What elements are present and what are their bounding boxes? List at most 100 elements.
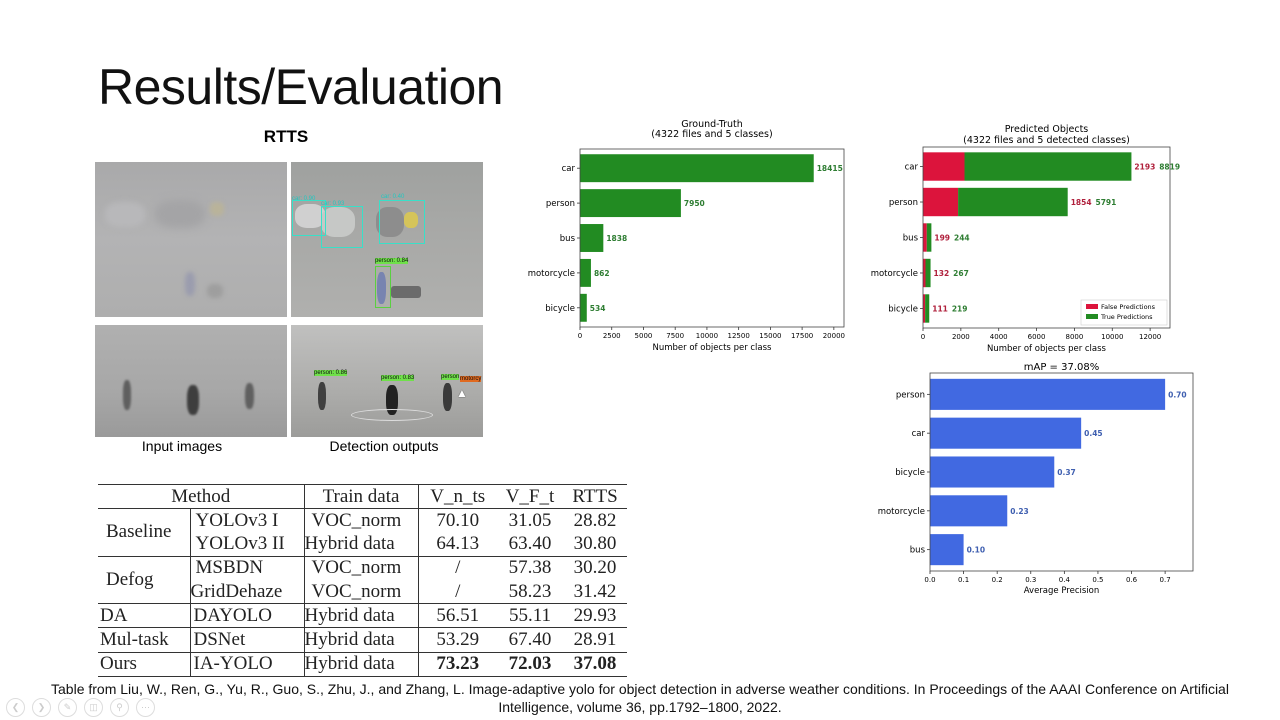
table-row: YOLOv3 II Hybrid data 64.13 63.40 30.80 xyxy=(98,532,627,557)
value-label: 0.23 xyxy=(1010,507,1029,516)
chart-subtitle: (4322 files and 5 detected classes) xyxy=(963,135,1130,146)
v-n-ts-cell: / xyxy=(418,579,497,605)
dataset-label: RTTS xyxy=(263,127,309,146)
value-label: 0.70 xyxy=(1168,390,1187,399)
header-method: Method xyxy=(98,484,305,509)
x-tick-label: 0.3 xyxy=(1025,576,1036,584)
model-cell: YOLOv3 II xyxy=(190,532,305,557)
x-tick-label: 10000 xyxy=(1101,333,1123,341)
v-f-t-cell: 72.03 xyxy=(497,652,563,678)
x-tick-label: 17500 xyxy=(791,332,813,340)
rtts-cell: 28.91 xyxy=(563,627,627,653)
v-n-ts-cell: 64.13 xyxy=(418,532,497,557)
bar-bicycle xyxy=(930,456,1055,488)
detection-label: person: 0.84 xyxy=(375,258,409,264)
chart-2: mAP = 37.08% 0.70 person 0.45 car 0.37 bicycle… xyxy=(878,362,1194,596)
slides-icon[interactable]: ◫ xyxy=(84,698,103,717)
zoom-icon[interactable]: ⚲ xyxy=(110,698,129,717)
detection-label: car: 0.93 xyxy=(321,201,345,207)
table-header-row: Method Train data V_n_ts V_F_t RTTS xyxy=(98,484,627,509)
plot-frame xyxy=(929,372,1194,572)
detection-outputs-caption: Detection outputs xyxy=(329,438,439,454)
bar-false-predictions-person xyxy=(923,187,959,217)
value-label: 111 xyxy=(932,304,948,313)
v-n-ts-cell: 73.23 xyxy=(418,652,497,678)
detection-label: car: 0.40 xyxy=(381,194,405,200)
detection-label: person xyxy=(441,374,460,380)
chart-title: Predicted Objects xyxy=(1005,124,1089,135)
bar-person xyxy=(930,378,1166,410)
value-label: 0.10 xyxy=(967,546,986,555)
x-axis-label: Average Precision xyxy=(1024,586,1100,596)
value-label: 8819 xyxy=(1159,163,1180,172)
value-label: 1854 xyxy=(1071,198,1092,207)
rtts-cell: 37.08 xyxy=(563,652,627,678)
model-cell: GridDehaze xyxy=(190,579,305,605)
bar-car xyxy=(580,154,814,183)
value-label: 219 xyxy=(952,304,968,313)
header-v-f-t: V_F_t xyxy=(497,484,563,509)
v-f-t-cell: 57.38 xyxy=(508,557,552,579)
category-label: car xyxy=(905,163,919,173)
rtts-cell: 30.20 xyxy=(573,557,617,579)
bar-motorcycle xyxy=(580,258,591,287)
group-cell: Baseline xyxy=(98,508,191,557)
x-tick-label: 0 xyxy=(921,333,925,341)
legend-box xyxy=(1080,299,1168,326)
bar-bus xyxy=(580,224,604,252)
v-n-ts-cell: 53.29 xyxy=(418,627,497,653)
bar-true-predictions-bus xyxy=(926,223,932,252)
x-tick-label: 0.4 xyxy=(1059,576,1071,584)
category-label: motorcycle xyxy=(528,269,575,279)
model-cell: IA-YOLO xyxy=(190,652,305,678)
value-label: 18415 xyxy=(817,164,843,173)
results-table: Method Train data V_n_ts V_F_t RTTS Base… xyxy=(98,484,627,678)
value-label: 862 xyxy=(594,269,610,278)
plot-frame xyxy=(579,148,845,328)
slide-title: Results/Evaluation xyxy=(98,59,504,115)
category-label: person xyxy=(889,198,918,208)
x-tick-label: 0.0 xyxy=(924,576,935,584)
input-image-street xyxy=(95,162,287,317)
group-cell: DA xyxy=(98,603,191,629)
x-tick-label: 0.2 xyxy=(992,576,1003,584)
x-tick-label: 2500 xyxy=(603,332,621,340)
chart-title: mAP = 37.08% xyxy=(1024,362,1099,373)
detection-image-square: person: 0.86 person: 0.83 person motorcy… xyxy=(291,325,483,437)
bar-true-predictions-car xyxy=(964,152,1132,181)
v-f-t-cell: 63.40 xyxy=(497,532,563,557)
more-icon[interactable]: ⋯ xyxy=(136,698,155,717)
x-tick-label: 15000 xyxy=(759,332,781,340)
previous-icon[interactable]: ❮ xyxy=(6,698,25,717)
bar-false-predictions-motorcycle xyxy=(923,258,926,288)
x-tick-label: 0 xyxy=(578,332,582,340)
train-cell: Hybrid data xyxy=(304,627,419,653)
bar-false-predictions-bus xyxy=(923,223,927,252)
citation-caption: Table from Liu, W., Ren, G., Yu, R., Guo… xyxy=(20,680,1260,716)
input-image-square xyxy=(95,325,287,437)
train-cell: VOC_norm xyxy=(304,508,419,533)
slideshow-controls: ❮ ❯ ✎ ◫ ⚲ ⋯ xyxy=(6,698,155,717)
bar-false-predictions-car xyxy=(923,152,965,181)
v-f-t-cell: 55.11 xyxy=(497,603,563,629)
plot-frame xyxy=(922,146,1171,329)
x-tick-label: 12000 xyxy=(1139,333,1161,341)
chart-subtitle: (4322 files and 5 classes) xyxy=(651,129,772,140)
chart-0: Ground-Truth(4322 files and 5 classes) 18… xyxy=(528,119,845,353)
v-f-t-cell: 58.23 xyxy=(497,579,563,605)
group-cell: Defog xyxy=(98,556,191,605)
train-cell: VOC_norm xyxy=(304,556,419,580)
x-axis-label: Number of objects per class xyxy=(987,344,1107,354)
chart-legend: False Predictions True Predictions xyxy=(1080,299,1168,326)
x-tick-label: 0.6 xyxy=(1126,576,1138,584)
next-icon[interactable]: ❯ xyxy=(32,698,51,717)
bar-bicycle xyxy=(580,293,587,322)
rtts-cell: 31.42 xyxy=(563,579,627,605)
train-cell: Hybrid data xyxy=(304,603,419,629)
legend-swatch xyxy=(1086,304,1098,309)
legend-label: False Predictions xyxy=(1101,303,1156,311)
v-n-ts-cell: 56.51 xyxy=(418,603,497,629)
pen-icon[interactable]: ✎ xyxy=(58,698,77,717)
model-cell: DAYOLO xyxy=(190,603,305,629)
detection-label: person: 0.86 xyxy=(314,370,348,376)
